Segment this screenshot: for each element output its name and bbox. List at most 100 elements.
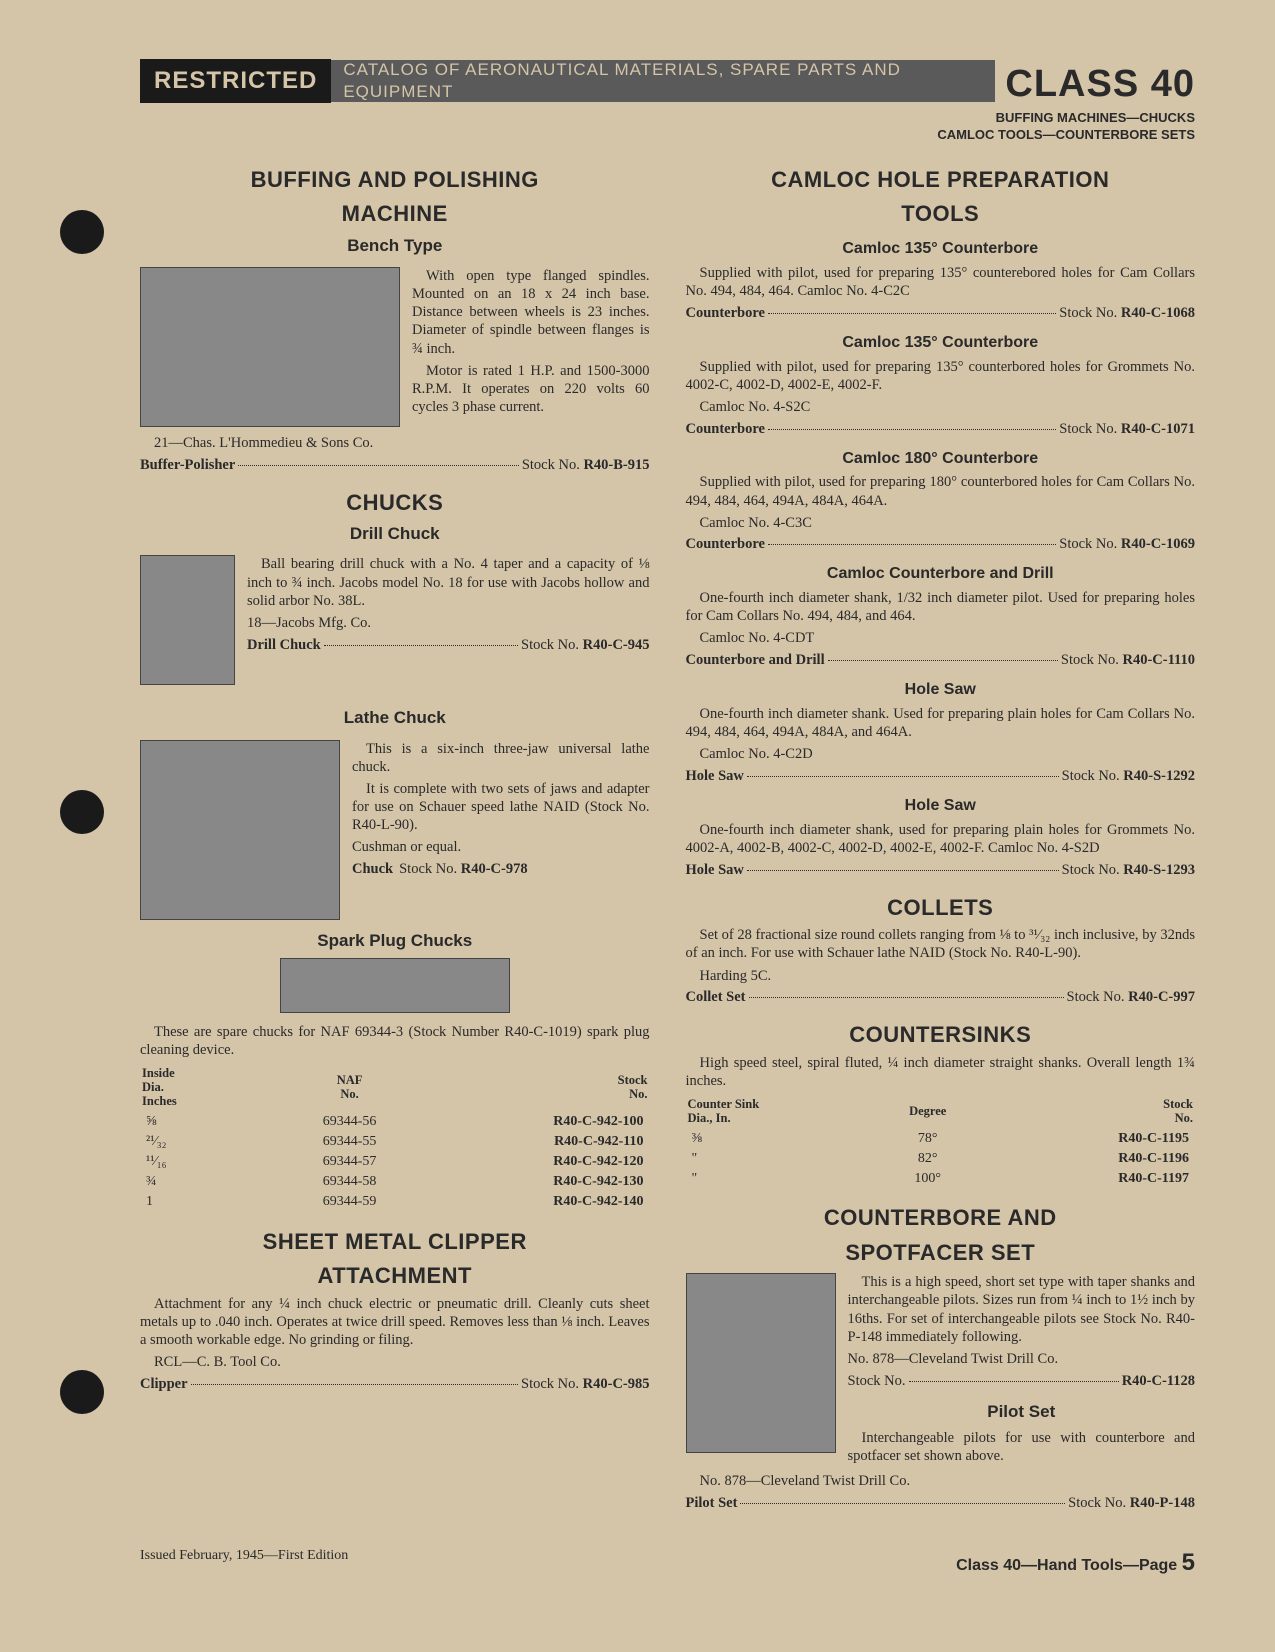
table-row: ¹¹⁄₁₆ 69344-57 R40-C-942-120 <box>142 1153 648 1171</box>
table-row: ⅝ 69344-56 R40-C-942-100 <box>142 1113 648 1131</box>
stock-line: Hole Saw Stock No. R40-S-1293 <box>686 861 1196 880</box>
stock-number: R40-S-1293 <box>1123 861 1195 880</box>
counterbore-set-image <box>686 1273 836 1453</box>
cell-dia: 1 <box>142 1193 252 1211</box>
table-row: ²¹⁄₃₂ 69344-55 R40-C-942-110 <box>142 1133 648 1151</box>
item-title: Hole Saw <box>686 680 1196 701</box>
cell-naf: 69344-58 <box>254 1173 445 1191</box>
cell-stock: R40-C-1196 <box>1017 1150 1193 1168</box>
th: Counter Sink <box>688 1097 760 1111</box>
binder-hole <box>60 1370 104 1414</box>
reference-line: Harding 5C. <box>700 967 1196 986</box>
reference-line: Camloc No. 4-CDT <box>700 629 1196 648</box>
restricted-label: RESTRICTED <box>140 59 331 102</box>
description: One-fourth inch diameter shank. Used for… <box>686 705 1196 741</box>
table-row: ¾ 69344-58 R40-C-942-130 <box>142 1173 648 1191</box>
camloc-item: Hole Saw One-fourth inch diameter shank,… <box>686 796 1196 880</box>
cell-naf: 69344-55 <box>254 1133 445 1151</box>
th: Dia., In. <box>688 1111 731 1125</box>
stock-line: Collet Set Stock No. R40-C-997 <box>686 988 1196 1007</box>
cell-stock: R40-C-1197 <box>1017 1170 1193 1188</box>
dots <box>740 1503 1065 1504</box>
binder-hole <box>60 790 104 834</box>
section-title: COUNTERSINKS <box>686 1021 1196 1050</box>
description: One-fourth inch diameter shank, 1/32 inc… <box>686 589 1196 625</box>
section-title: CHUCKS <box>140 489 650 518</box>
cell-dia: ⅝ <box>142 1113 252 1131</box>
stock-number: R40-C-985 <box>583 1375 650 1394</box>
right-column: CAMLOC HOLE PREPARATION TOOLS Camloc 135… <box>686 160 1196 1523</box>
cell-naf: 69344-59 <box>254 1193 445 1211</box>
class-label: CLASS 40 <box>995 60 1195 109</box>
dots <box>768 544 1056 545</box>
table-row: " 82° R40-C-1196 <box>688 1150 1194 1168</box>
description: High speed steel, spiral fluted, ¼ inch … <box>686 1054 1196 1090</box>
th: Inside <box>142 1066 175 1080</box>
stock-line: Counterbore and Drill Stock No. R40-C-11… <box>686 651 1196 670</box>
stock-line: Clipper Stock No. R40-C-985 <box>140 1375 650 1394</box>
th: Stock <box>1163 1097 1193 1111</box>
description: Supplied with pilot, used for preparing … <box>686 358 1196 394</box>
reference-line: Camloc No. 4-S2C <box>700 398 1196 417</box>
section-title: SHEET METAL CLIPPER <box>140 1228 650 1257</box>
camloc-item: Camloc 135° Counterbore Supplied with pi… <box>686 239 1196 323</box>
stock-line: Counterbore Stock No. R40-C-1068 <box>686 304 1196 323</box>
stock-number: R40-C-1071 <box>1121 420 1195 439</box>
stock-text: Stock No. <box>1068 1494 1126 1513</box>
stock-number: R40-C-1069 <box>1121 535 1195 554</box>
th: No. <box>629 1087 647 1101</box>
camloc-item: Camloc 180° Counterbore Supplied with pi… <box>686 449 1196 555</box>
stock-text: Stock No. <box>1059 535 1117 554</box>
item-title: Camloc 180° Counterbore <box>686 449 1196 470</box>
item-title: Hole Saw <box>686 796 1196 817</box>
description: These are spare chucks for NAF 69344-3 (… <box>140 1023 650 1059</box>
section-title: COLLETS <box>686 894 1196 923</box>
sub-title: Spark Plug Chucks <box>140 930 650 952</box>
reference-line: 21—Chas. L'Hommedieu & Sons Co. <box>154 434 650 453</box>
subheader-line: BUFFING MACHINES—CHUCKS <box>996 110 1195 125</box>
cell-degree: 78° <box>840 1130 1016 1148</box>
stock-label: Collet Set <box>686 988 746 1007</box>
stock-number: R40-C-997 <box>1128 988 1195 1007</box>
stock-line: Counterbore Stock No. R40-C-1071 <box>686 420 1196 439</box>
stock-label: Counterbore <box>686 535 765 554</box>
table-row: 1 69344-59 R40-C-942-140 <box>142 1193 648 1211</box>
section-title: TOOLS <box>686 200 1196 229</box>
stock-text: Stock No. <box>1059 304 1117 323</box>
footer-text: Class 40—Hand Tools—Page <box>956 1557 1177 1574</box>
stock-label: Pilot Set <box>686 1494 738 1513</box>
left-column: BUFFING AND POLISHING MACHINE Bench Type… <box>140 160 650 1523</box>
sub-title: Bench Type <box>140 235 650 257</box>
section-title: COUNTERBORE AND <box>686 1204 1196 1233</box>
stock-line: Buffer-Polisher Stock No. R40-B-915 <box>140 456 650 475</box>
countersinks-table: Counter SinkDia., In. Degree StockNo. ⅜ … <box>686 1096 1196 1190</box>
stock-line: Drill Chuck Stock No. R40-C-945 <box>247 636 650 655</box>
th: No. <box>340 1087 358 1101</box>
dots <box>324 645 518 646</box>
cell-degree: 82° <box>840 1150 1016 1168</box>
page-number: 5 <box>1182 1549 1195 1576</box>
cell-dia: " <box>688 1170 838 1188</box>
dots <box>191 1384 518 1385</box>
description: Supplied with pilot, used for preparing … <box>686 264 1196 300</box>
stock-number: R40-B-915 <box>583 456 649 475</box>
subheader-line: CAMLOC TOOLS—COUNTERBORE SETS <box>937 127 1195 142</box>
section-title: CAMLOC HOLE PREPARATION <box>686 166 1196 195</box>
th: NAF <box>337 1073 363 1087</box>
subheader: BUFFING MACHINES—CHUCKS CAMLOC TOOLS—COU… <box>140 110 1195 144</box>
reference-line: Camloc No. 4-C2D <box>700 745 1196 764</box>
stock-number: R40-S-1292 <box>1123 767 1195 786</box>
stock-label: Counterbore and Drill <box>686 651 825 670</box>
cell-degree: 100° <box>840 1170 1016 1188</box>
stock-line: Hole Saw Stock No. R40-S-1292 <box>686 767 1196 786</box>
item-title: Camloc 135° Counterbore <box>686 239 1196 260</box>
cell-dia: ⅜ <box>688 1130 838 1148</box>
stock-number: R40-C-1068 <box>1121 304 1195 323</box>
reference-line: Camloc No. 4-C3C <box>700 514 1196 533</box>
th: Degree <box>909 1104 946 1118</box>
stock-line: Stock No. R40-C-1128 <box>848 1372 1196 1391</box>
camloc-item: Camloc 135° Counterbore Supplied with pi… <box>686 333 1196 439</box>
sub-title: Lathe Chuck <box>140 707 650 729</box>
description: Set of 28 fractional size round collets … <box>686 926 1196 962</box>
stock-number: R40-C-1128 <box>1122 1372 1195 1391</box>
